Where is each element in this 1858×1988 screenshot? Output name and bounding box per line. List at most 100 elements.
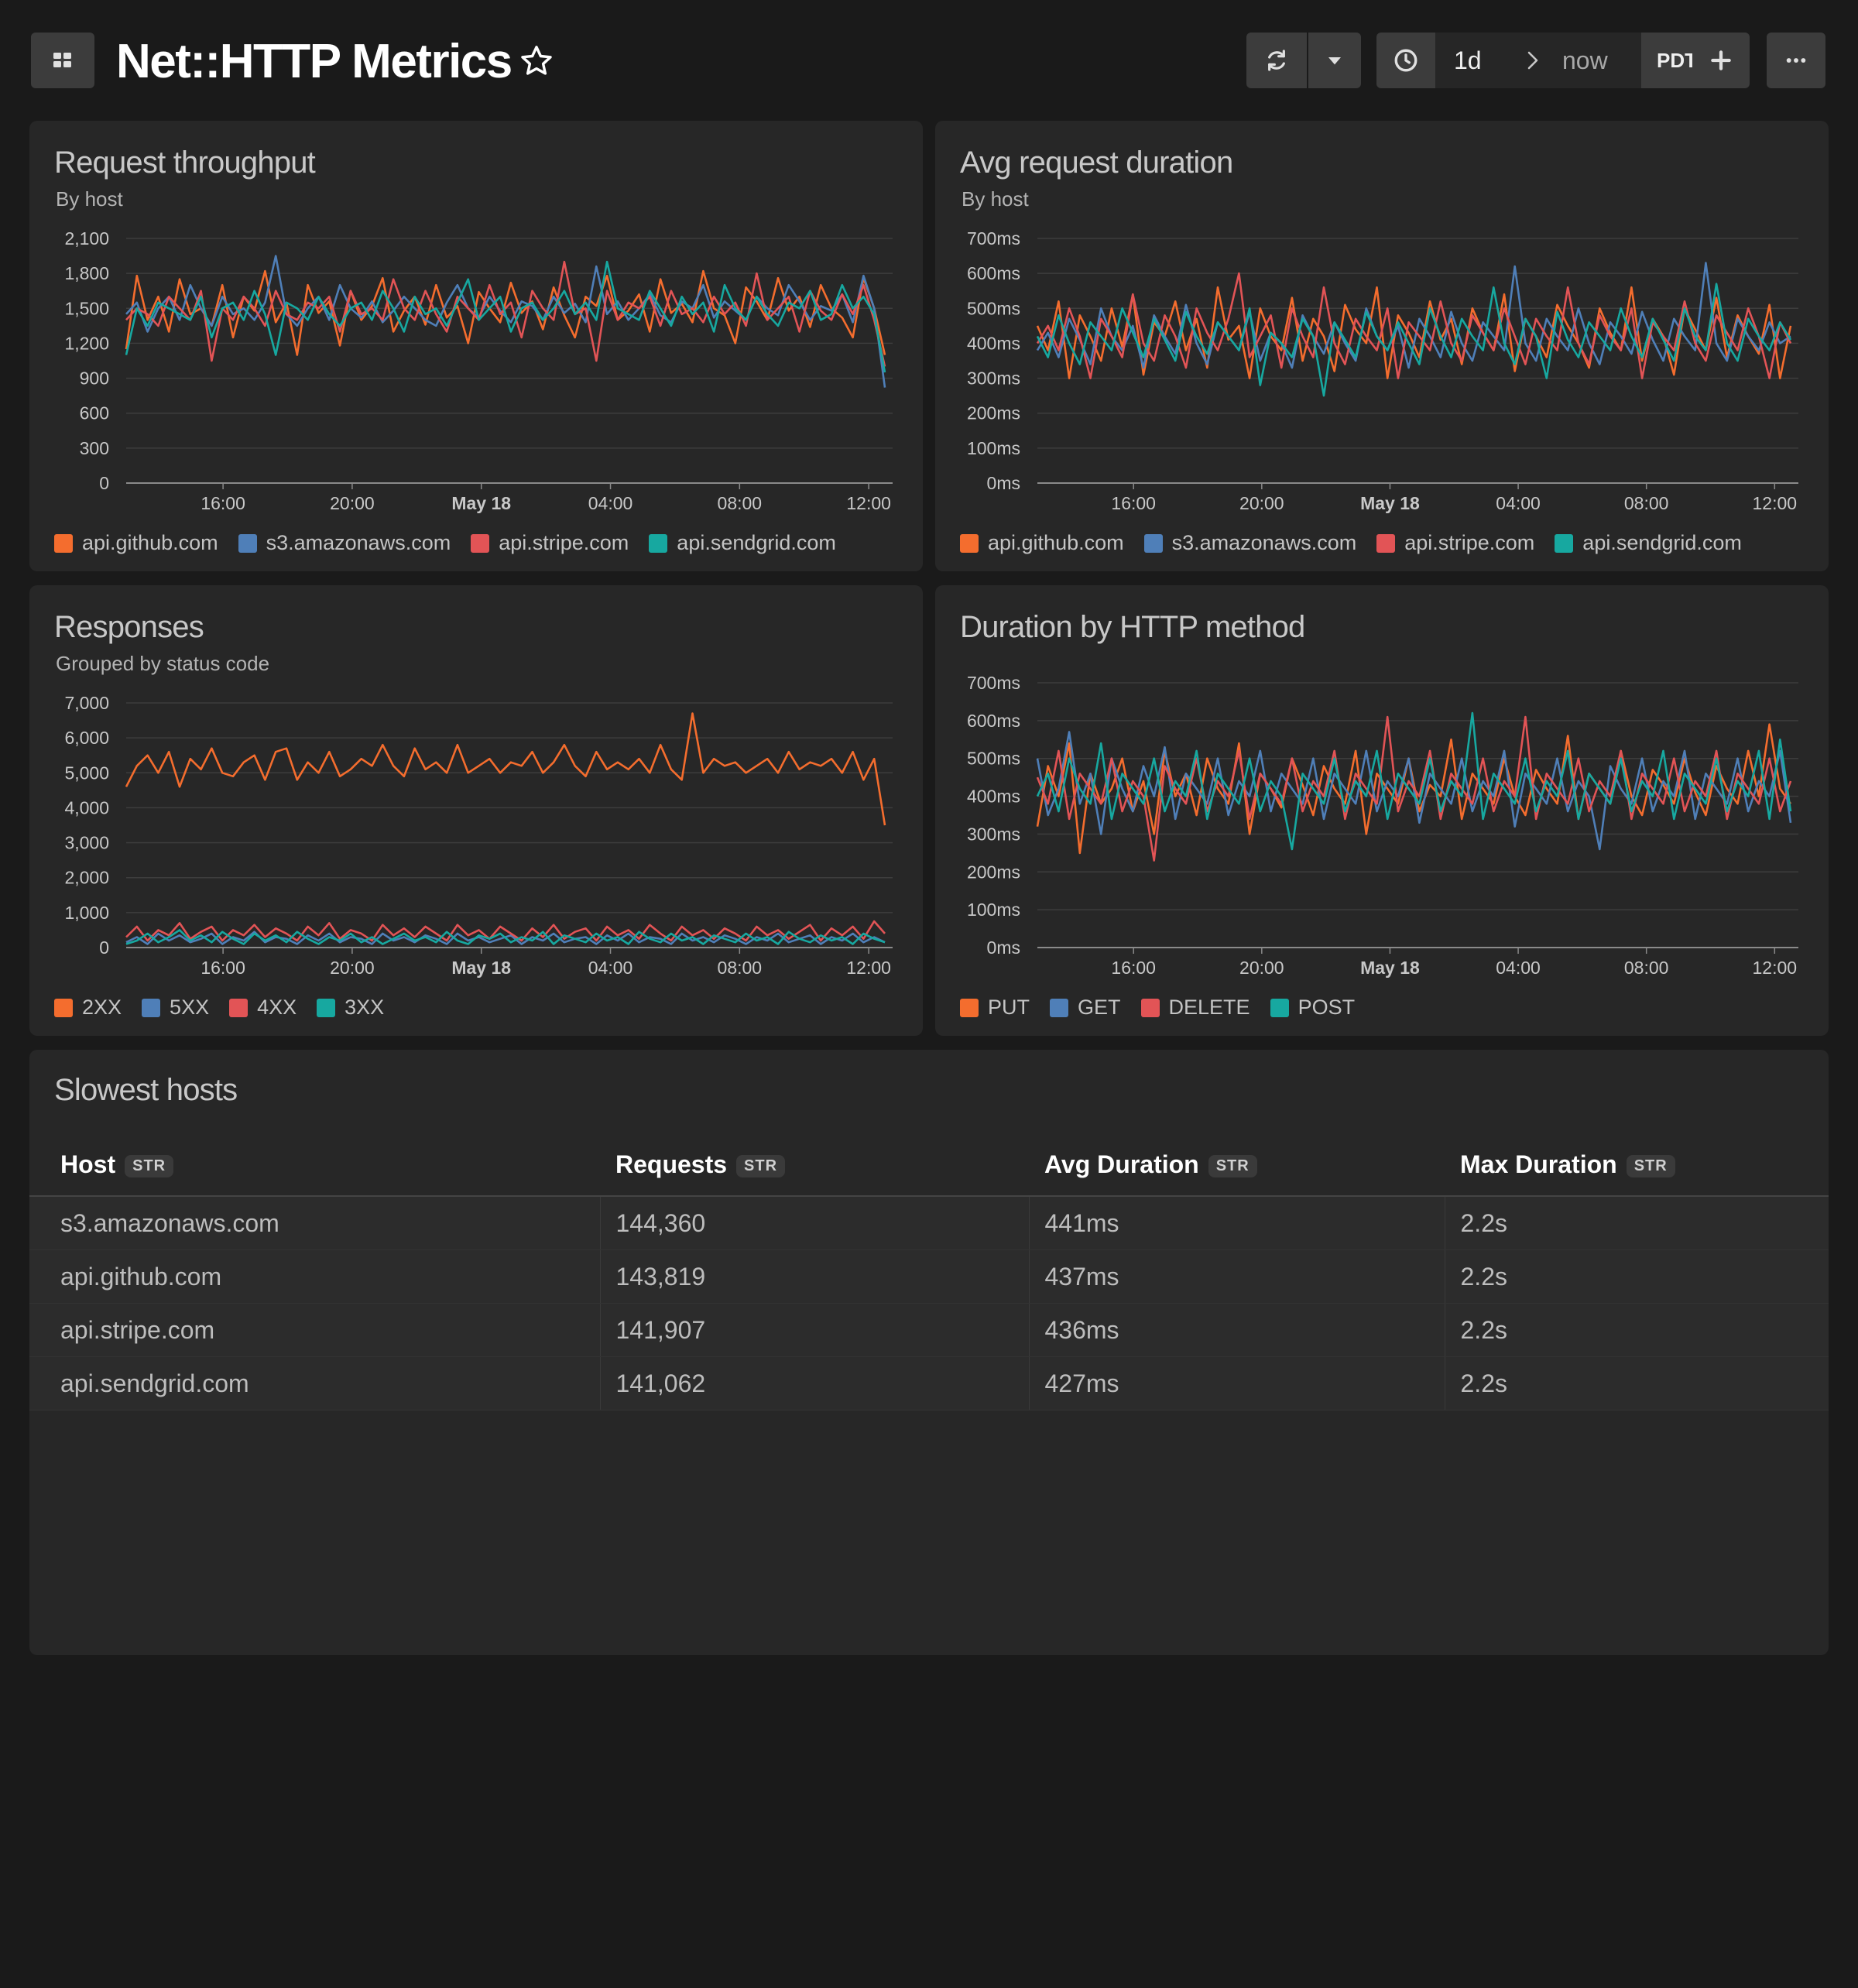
refresh-icon (1268, 50, 1285, 71)
legend-item[interactable]: 4XX (229, 996, 297, 1020)
series-line-api-stripe-com[interactable] (125, 260, 886, 367)
cell-max-duration: 2.2s (1444, 1196, 1829, 1250)
series-line-4xx[interactable] (125, 920, 886, 942)
panel-request-throughput: Request throughput By host 0 300 600 900 1,2… (29, 121, 923, 571)
slowest-hosts-table: Host STR Requests STR Avg Duration STR Max … (29, 1133, 1829, 1410)
method-chart[interactable]: 0ms 100ms 200ms 300ms 400ms 500ms 600ms 700ms 16… (935, 585, 1829, 1036)
legend-item[interactable]: api.sendgrid.com (649, 531, 836, 555)
y-tick-label: 2,000 (64, 868, 109, 888)
series-line-api-sendgrid-com[interactable] (1036, 283, 1792, 397)
legend-label: DELETE (1168, 996, 1250, 1019)
y-tick-label: 700ms (967, 228, 1020, 248)
x-tick-label: May 18 (1360, 958, 1420, 978)
legend-label: api.github.com (82, 531, 218, 554)
series-line-3xx[interactable] (125, 929, 886, 945)
column-header-max-duration[interactable]: Max Duration STR (1445, 1133, 1829, 1197)
clock-icon (1394, 49, 1417, 72)
legend-label: PUT (988, 996, 1030, 1019)
x-tick-label: 04:00 (1496, 493, 1541, 513)
table-row[interactable]: api.sendgrid.com 141,062 427ms 2.2s (29, 1356, 1829, 1410)
series-line-get[interactable] (1036, 731, 1792, 851)
y-tick-label: 500ms (967, 749, 1020, 769)
legend-item[interactable]: s3.amazonaws.com (238, 531, 451, 555)
refresh-button[interactable] (1246, 33, 1307, 88)
series-line-api-sendgrid-com[interactable] (125, 260, 886, 373)
y-tick-label: 0 (99, 473, 109, 493)
dashboards-button[interactable] (31, 33, 94, 88)
time-range-picker[interactable]: 1d now PDT (1376, 33, 1712, 88)
legend-label: api.github.com (988, 531, 1124, 554)
refresh-menu-button[interactable] (1308, 33, 1361, 88)
legend-item[interactable]: api.github.com (960, 531, 1124, 555)
cell-avg-duration: 427ms (1028, 1356, 1445, 1410)
legend-label: GET (1078, 996, 1121, 1019)
panel-title: Responses (54, 610, 204, 644)
series-line-delete[interactable] (1036, 715, 1792, 862)
legend-item[interactable]: api.github.com (54, 531, 218, 555)
column-label: Avg Duration (1044, 1150, 1199, 1178)
legend-item[interactable]: 2XX (54, 996, 122, 1020)
column-label: Max Duration (1460, 1150, 1617, 1178)
star-icon[interactable] (519, 43, 554, 79)
legend-item[interactable]: PUT (960, 996, 1030, 1020)
table-row[interactable]: s3.amazonaws.com 144,360 441ms 2.2s (29, 1196, 1829, 1250)
series-line-s3-amazonaws-com[interactable] (1036, 262, 1791, 369)
table-row[interactable]: api.stripe.com 141,907 436ms 2.2s (29, 1303, 1829, 1357)
panel-slowest-hosts: Slowest hosts Host STR Requests STR Avg Du… (29, 1050, 1829, 1655)
grid-icon (53, 53, 71, 67)
time-range-from[interactable]: 1d (1454, 46, 1482, 74)
x-tick-label: 20:00 (1239, 958, 1284, 978)
chevron-right-icon (1527, 51, 1538, 70)
series-line-post[interactable] (1036, 711, 1792, 851)
y-tick-label: 300ms (967, 368, 1020, 389)
legend-item[interactable]: 3XX (317, 996, 384, 1020)
series-line-2xx[interactable] (125, 712, 886, 826)
legend-swatch (1555, 533, 1574, 553)
legend-item[interactable]: GET (1050, 996, 1121, 1020)
legend-item[interactable]: api.stripe.com (1376, 531, 1534, 555)
legend-item[interactable]: api.sendgrid.com (1555, 531, 1742, 555)
legend-swatch (1270, 998, 1289, 1017)
series-line-api-github-com[interactable] (125, 269, 886, 356)
column-type-badge: STR (125, 1154, 174, 1177)
x-tick-label: 20:00 (330, 493, 375, 513)
legend-item[interactable]: POST (1270, 996, 1355, 1020)
time-range-button[interactable] (1376, 33, 1435, 88)
more-options-button[interactable] (1767, 33, 1825, 88)
legend-item[interactable]: s3.amazonaws.com (1143, 531, 1356, 555)
series-line-s3-amazonaws-com[interactable] (125, 255, 886, 388)
panel-subtitle: By host (962, 187, 1029, 211)
series-line-api-stripe-com[interactable] (1036, 272, 1792, 379)
legend-item[interactable]: 5XX (142, 996, 209, 1020)
legend-item[interactable]: api.stripe.com (471, 531, 629, 555)
duration-chart[interactable]: 0ms 100ms 200ms 300ms 400ms 500ms 600ms 700ms 16… (935, 121, 1829, 571)
y-tick-label: 1,000 (64, 903, 109, 923)
cell-avg-duration: 441ms (1028, 1196, 1445, 1250)
dashboard-title: Net::HTTP Metrics (116, 35, 512, 88)
column-header-host[interactable]: Host STR (29, 1133, 600, 1197)
y-tick-label: 2,100 (64, 228, 109, 248)
x-tick-label: 20:00 (1239, 493, 1284, 513)
y-tick-label: 200ms (967, 403, 1020, 423)
legend-label: api.sendgrid.com (1582, 531, 1742, 554)
legend-label: 5XX (170, 996, 210, 1019)
legend-item[interactable]: DELETE (1140, 996, 1250, 1020)
throughput-chart[interactable]: 0 300 600 900 1,200 1,500 1,800 2,100 16:00 20:00… (29, 121, 923, 571)
column-header-requests[interactable]: Requests STR (600, 1133, 1029, 1197)
legend-swatch (54, 998, 73, 1017)
legend-label: api.stripe.com (499, 531, 629, 554)
time-range-to[interactable]: now (1562, 46, 1608, 74)
column-header-avg-duration[interactable]: Avg Duration STR (1029, 1133, 1445, 1197)
y-tick-label: 100ms (967, 900, 1020, 920)
x-tick-label: 04:00 (588, 958, 633, 978)
legend-swatch (649, 533, 668, 553)
responses-chart[interactable]: 0 1,000 2,000 3,000 4,000 5,000 6,000 7,000 16:0… (29, 585, 923, 1036)
x-tick-label: 12:00 (1753, 493, 1798, 513)
add-panel-button[interactable] (1692, 33, 1750, 88)
chart-legend: api.github.com s3.amazonaws.com api.stri… (54, 531, 836, 555)
y-tick-label: 1,200 (64, 333, 109, 353)
dashboard-toolbar: Net::HTTP Metrics 1d now PDT (31, 31, 1825, 88)
table-row[interactable]: api.github.com 143,819 437ms 2.2s (29, 1249, 1829, 1304)
y-tick-label: 200ms (967, 862, 1020, 882)
panel-title: Slowest hosts (54, 1073, 238, 1107)
